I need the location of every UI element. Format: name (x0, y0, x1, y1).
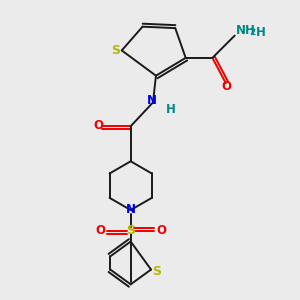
Text: S: S (152, 265, 161, 278)
Text: S: S (126, 224, 135, 237)
Text: O: O (222, 80, 232, 94)
Text: O: O (95, 224, 105, 237)
Text: O: O (156, 224, 166, 237)
Text: S: S (111, 44, 120, 57)
Text: H: H (166, 103, 176, 116)
Text: N: N (146, 94, 157, 107)
Text: 2: 2 (250, 28, 256, 37)
Text: O: O (94, 119, 103, 132)
Text: H: H (256, 26, 266, 38)
Text: N: N (126, 203, 136, 216)
Text: NH: NH (236, 24, 256, 37)
